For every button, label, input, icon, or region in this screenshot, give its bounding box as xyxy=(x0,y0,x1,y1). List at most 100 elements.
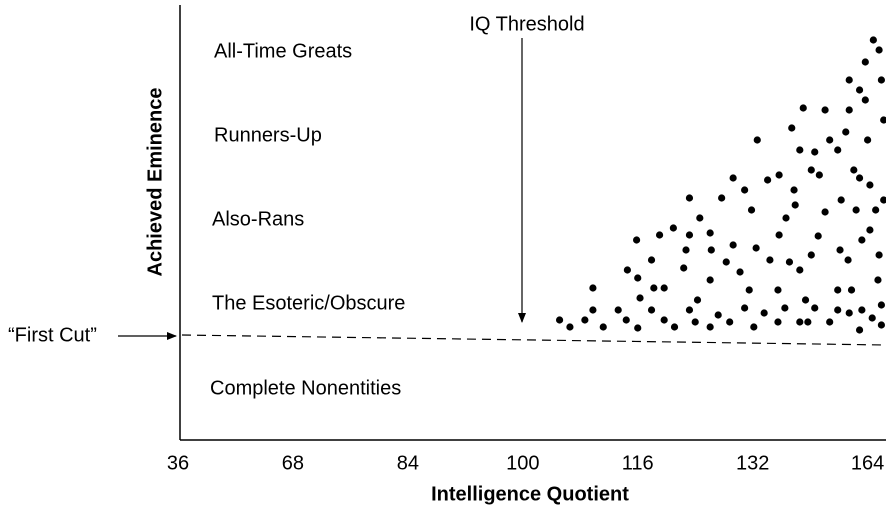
point xyxy=(826,136,834,144)
point xyxy=(764,176,772,184)
point xyxy=(589,306,597,314)
point xyxy=(589,284,597,292)
point xyxy=(875,251,883,259)
point xyxy=(775,231,783,239)
point xyxy=(729,174,737,182)
point xyxy=(821,208,829,216)
point xyxy=(706,323,714,331)
point xyxy=(866,181,874,189)
point xyxy=(855,174,864,182)
point xyxy=(691,318,699,326)
point xyxy=(774,286,782,294)
point xyxy=(634,274,642,282)
x-tick-label: 68 xyxy=(282,452,304,474)
point xyxy=(807,166,815,174)
point xyxy=(866,226,874,234)
point xyxy=(877,76,886,84)
point xyxy=(804,318,812,326)
x-tick-label: 116 xyxy=(622,452,654,474)
point xyxy=(815,171,823,179)
point xyxy=(636,294,644,302)
point xyxy=(774,318,782,326)
point xyxy=(706,276,714,284)
point xyxy=(791,201,799,209)
point xyxy=(685,231,694,239)
point xyxy=(855,86,864,94)
point xyxy=(861,96,869,104)
level-label: Runners-Up xyxy=(214,124,322,146)
point xyxy=(837,196,845,204)
point xyxy=(729,241,737,249)
point xyxy=(599,323,607,331)
point xyxy=(622,316,630,324)
first-cut-line xyxy=(181,334,886,346)
point xyxy=(766,256,774,264)
point xyxy=(788,124,796,132)
point xyxy=(782,214,790,222)
point xyxy=(680,264,688,272)
point xyxy=(858,236,866,244)
point xyxy=(647,306,656,314)
point xyxy=(811,148,819,156)
x-axis-title: Intelligence Quotient xyxy=(431,483,629,505)
point xyxy=(855,326,864,334)
point xyxy=(555,316,564,324)
point xyxy=(747,206,756,214)
y-axis-title: Achieved Eminence xyxy=(144,88,166,277)
point xyxy=(821,106,829,114)
point xyxy=(836,246,844,254)
point xyxy=(811,304,819,312)
point xyxy=(696,214,704,222)
point xyxy=(869,36,877,44)
point xyxy=(670,323,679,331)
point xyxy=(845,76,853,84)
point xyxy=(861,58,869,66)
point xyxy=(877,301,886,309)
x-tick-label: 100 xyxy=(506,452,539,474)
point xyxy=(693,296,702,304)
point xyxy=(655,231,664,239)
point xyxy=(753,136,761,144)
point xyxy=(566,323,574,331)
point xyxy=(685,194,694,202)
point xyxy=(880,116,886,124)
point xyxy=(718,194,726,202)
point xyxy=(760,309,768,317)
point xyxy=(858,306,866,314)
point xyxy=(623,266,631,274)
point xyxy=(864,136,872,144)
point xyxy=(801,296,810,304)
point xyxy=(722,258,730,266)
level-label: The Esoteric/Obscure xyxy=(212,292,405,314)
point xyxy=(682,246,690,254)
x-tick-label: 84 xyxy=(397,452,419,474)
point xyxy=(872,206,880,214)
point xyxy=(726,318,734,326)
point xyxy=(790,186,798,194)
point xyxy=(826,318,834,326)
level-label: Complete Nonentities xyxy=(210,377,401,399)
point xyxy=(877,321,886,329)
point xyxy=(796,266,804,274)
point xyxy=(660,284,668,292)
point xyxy=(750,323,758,331)
point xyxy=(875,46,883,54)
point xyxy=(874,276,882,284)
x-tick-label: 164 xyxy=(851,452,884,474)
point xyxy=(669,224,677,232)
point xyxy=(632,236,641,244)
point xyxy=(844,256,852,264)
point xyxy=(847,286,856,294)
point xyxy=(834,146,842,154)
point xyxy=(781,304,789,312)
point xyxy=(814,232,822,240)
point xyxy=(745,286,753,294)
point xyxy=(647,256,656,264)
point xyxy=(852,206,860,214)
point xyxy=(775,171,783,179)
first-cut-label: “First Cut” xyxy=(8,324,97,346)
x-tick-label: 36 xyxy=(167,452,189,474)
point xyxy=(650,284,658,292)
point xyxy=(868,314,876,322)
point xyxy=(660,316,668,324)
